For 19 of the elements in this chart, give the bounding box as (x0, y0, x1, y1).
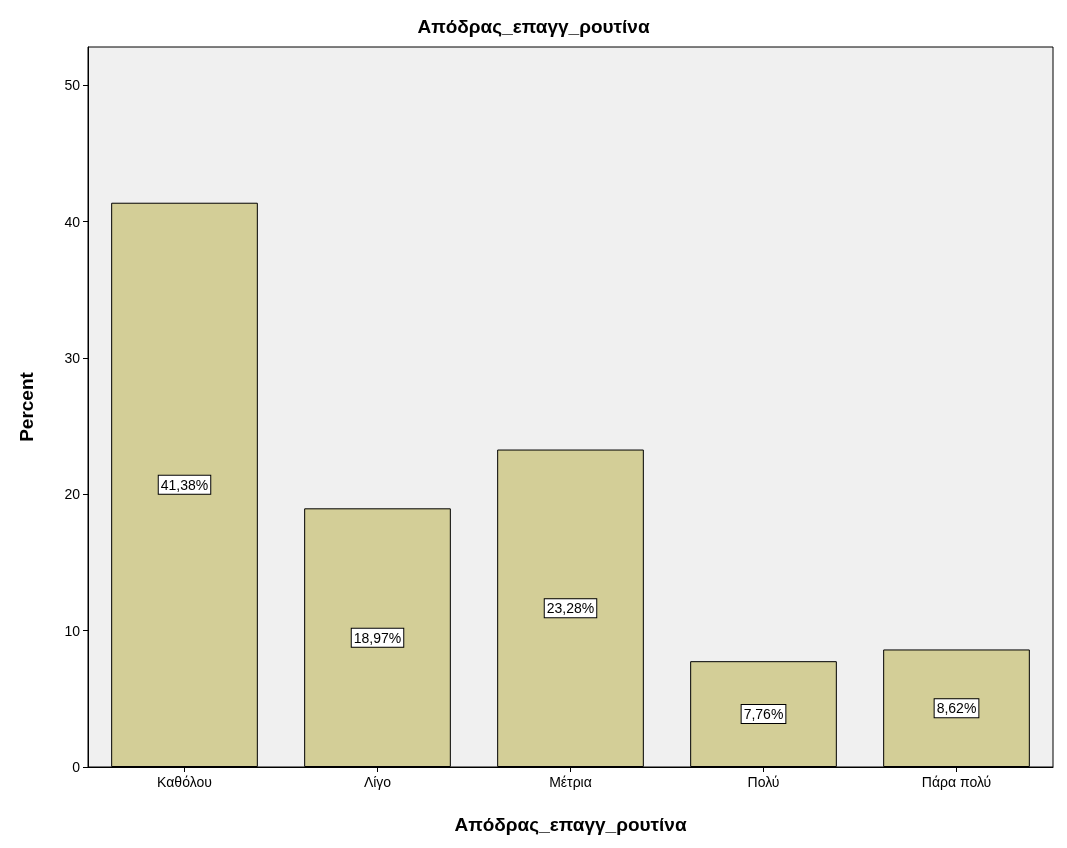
x-tick-label: Καθόλου (157, 774, 212, 790)
y-tick-label: 30 (64, 349, 81, 366)
x-tick-label: Λίγο (363, 774, 392, 790)
x-tick-label: Μέτρια (549, 774, 592, 790)
y-tick-label: 0 (72, 759, 81, 775)
x-tick-label: Πολύ (747, 774, 780, 790)
y-tick-label: 20 (64, 486, 81, 503)
y-tick-label: 50 (64, 77, 81, 94)
data-label: 18,97% (353, 629, 402, 646)
y-axis-title: Percent (16, 371, 37, 442)
data-label: 23,28% (546, 600, 595, 617)
data-label: 8,62% (936, 700, 977, 717)
x-axis-title: Απόδρας_επαγγ_ρουτίνα (454, 814, 687, 835)
x-tick-label: Πάρα πολύ (921, 774, 992, 790)
data-label: 41,38% (160, 476, 209, 493)
y-tick-label: 40 (64, 213, 81, 230)
data-label: 7,76% (743, 706, 784, 723)
y-tick-label: 10 (64, 622, 81, 639)
chart-title: Απόδρας_επαγγ_ρουτίνα (417, 16, 650, 37)
